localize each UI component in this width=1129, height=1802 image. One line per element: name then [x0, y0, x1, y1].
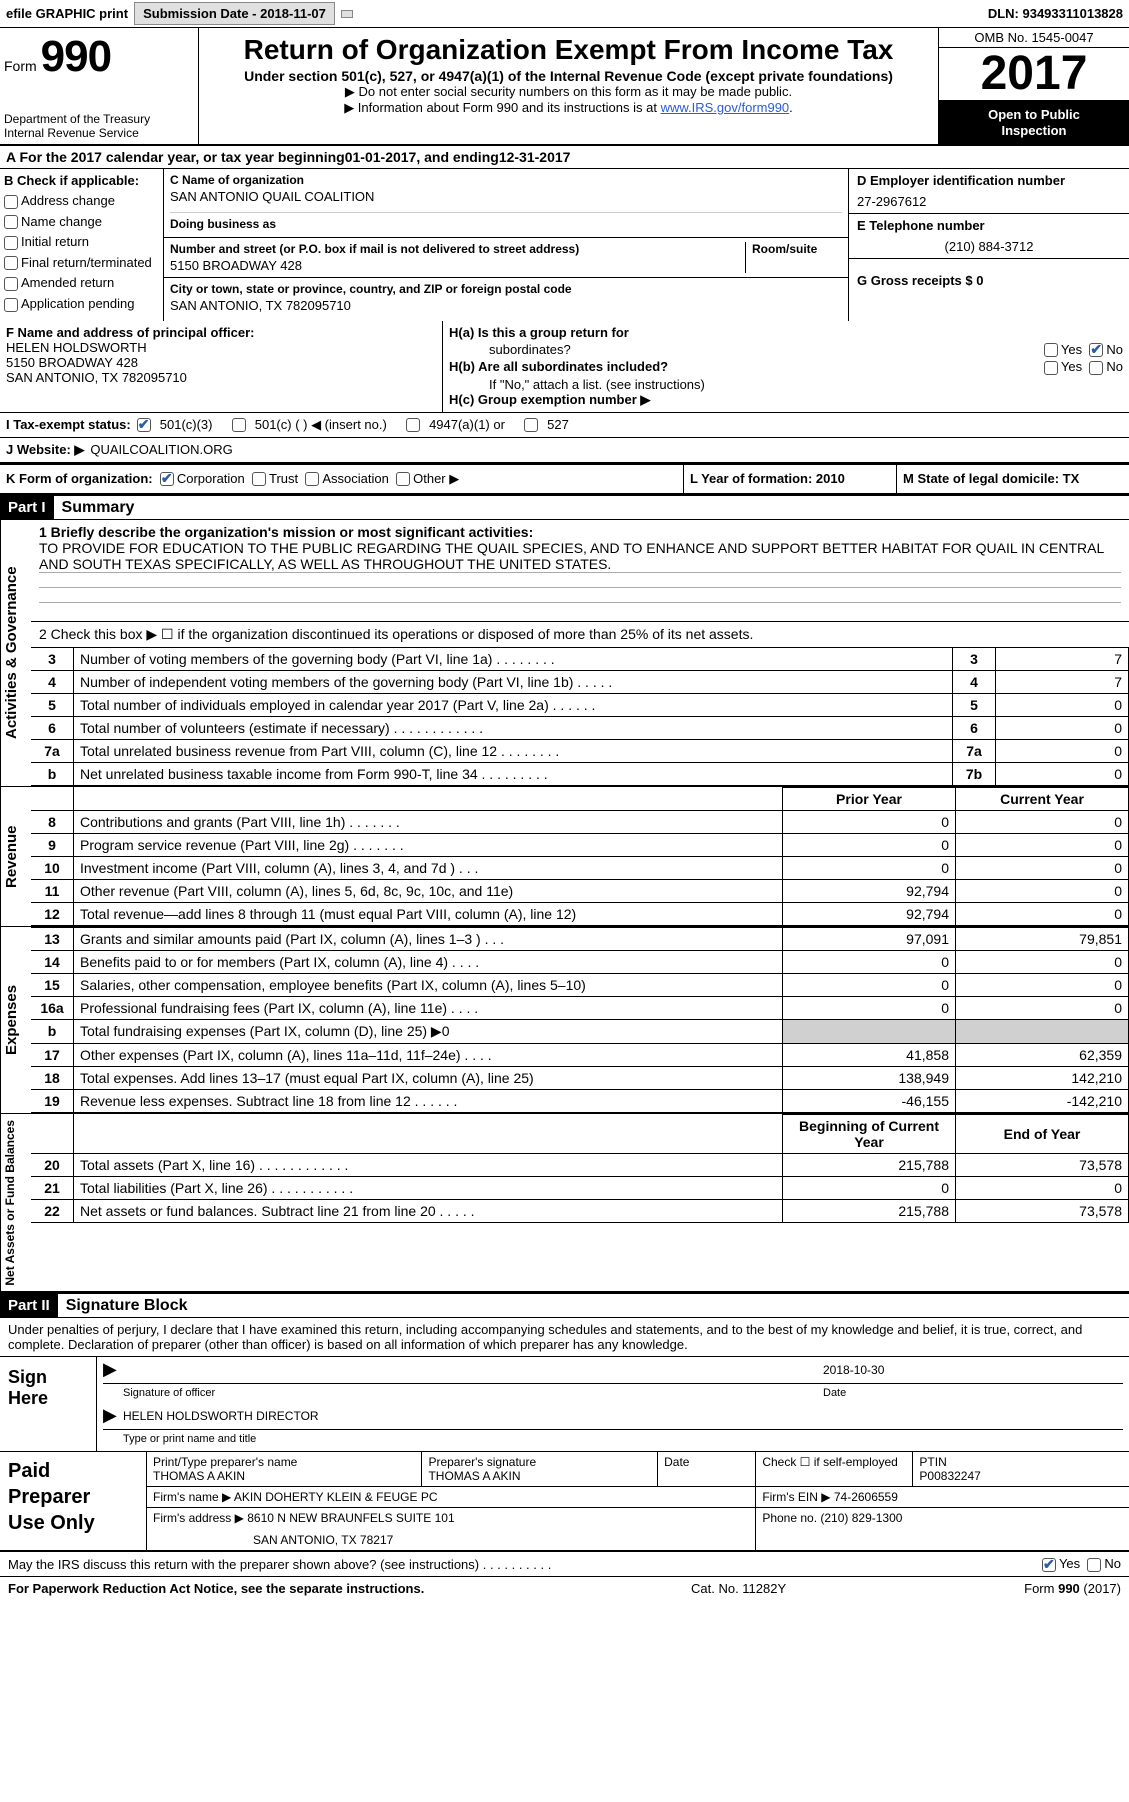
form-footer: Form 990 (2017): [941, 1581, 1121, 1596]
net-assets-table: Beginning of Current Year End of Year 20…: [31, 1114, 1129, 1223]
bcd-section: B Check if applicable: Address change Na…: [0, 169, 1129, 320]
sign-here-label: SignHere: [0, 1357, 97, 1451]
revenue-table: Prior Year Current Year 8Contributions a…: [31, 787, 1129, 926]
omb-number: OMB No. 1545-0047: [939, 28, 1129, 48]
row-j-website: J Website: ▶ QUAILCOALITION.ORG: [0, 438, 1129, 465]
tax-year: 2017: [939, 48, 1129, 101]
row-i-tax-status: I Tax-exempt status: 501(c)(3) 501(c) ( …: [0, 413, 1129, 438]
address-box: Number and street (or P.O. box if mail i…: [164, 238, 848, 278]
year-formation: L Year of formation: 2010: [684, 465, 897, 493]
dept-label: Department of the Treasury: [4, 112, 194, 126]
spacer-box: [341, 10, 353, 18]
header-center: Return of Organization Exempt From Incom…: [199, 28, 938, 144]
firm-name: AKIN DOHERTY KLEIN & FEUGE PC: [234, 1490, 438, 1504]
mission-text: TO PROVIDE FOR EDUCATION TO THE PUBLIC R…: [39, 540, 1121, 572]
officer-signature-line: ▶ 2018-10-30: [103, 1363, 1123, 1384]
row-a-tax-year: A For the 2017 calendar year, or tax yea…: [0, 146, 1129, 169]
section-net-assets: Net Assets or Fund Balances Beginning of…: [0, 1114, 1129, 1295]
officer-name-line: ▶ HELEN HOLDSWORTH DIRECTOR: [103, 1409, 1123, 1430]
chk-address-change: Address change: [4, 193, 159, 209]
chk-initial-return: Initial return: [4, 234, 159, 250]
phone-box: E Telephone number (210) 884-3712: [849, 214, 1129, 259]
discuss-yesno: Yes No: [1042, 1556, 1121, 1572]
cat-no: Cat. No. 11282Y: [691, 1581, 941, 1596]
submission-date-box: Submission Date - 2018-11-07: [134, 2, 335, 25]
ptin: P00832247: [919, 1469, 1123, 1483]
chk-final-return: Final return/terminated: [4, 255, 159, 271]
paid-preparer-section: PaidPreparerUse Only Print/Type preparer…: [0, 1452, 1129, 1552]
row-k-form-org: K Form of organization: Corporation Trus…: [0, 465, 1129, 496]
section-expenses: Expenses 13Grants and similar amounts pa…: [0, 927, 1129, 1114]
officer-addr1: 5150 BROADWAY 428: [6, 355, 138, 370]
firm-addr2: SAN ANTONIO, TX 78217: [153, 1525, 749, 1547]
open-to-public: Open to PublicInspection: [939, 101, 1129, 144]
note1: ▶ Do not enter social security numbers o…: [209, 84, 928, 100]
col-h-group: H(a) Is this a group return for subordin…: [443, 321, 1129, 412]
col-f-officer: F Name and address of principal officer:…: [0, 321, 443, 412]
form990-link[interactable]: www.IRS.gov/form990: [661, 100, 790, 115]
org-name-box: C Name of organization SAN ANTONIO QUAIL…: [164, 169, 848, 238]
mission-box: 1 Briefly describe the organization's mi…: [31, 520, 1129, 622]
ha-yesno: Yes No: [1044, 342, 1123, 358]
chk-name-change: Name change: [4, 214, 159, 230]
signature-date: 2018-10-30: [823, 1363, 1123, 1383]
part-ii-header: Part IISignature Block: [0, 1294, 1129, 1318]
officer-addr2: SAN ANTONIO, TX 782095710: [6, 370, 187, 385]
col-d: D Employer identification number 27-2967…: [848, 169, 1129, 320]
header-right: OMB No. 1545-0047 2017 Open to PublicIns…: [938, 28, 1129, 144]
org-name: SAN ANTONIO QUAIL COALITION: [170, 189, 842, 204]
gross-receipts-box: G Gross receipts $ 0: [849, 259, 1129, 320]
form-subtitle: Under section 501(c), 527, or 4947(a)(1)…: [209, 68, 928, 84]
chk-amended-return: Amended return: [4, 275, 159, 291]
paid-preparer-label: PaidPreparerUse Only: [0, 1452, 147, 1550]
section-revenue: Revenue Prior Year Current Year 8Contrib…: [0, 787, 1129, 927]
sign-here-section: SignHere ▶ 2018-10-30 Signature of offic…: [0, 1357, 1129, 1452]
form-number: 990: [41, 32, 111, 82]
street-address: 5150 BROADWAY 428: [170, 258, 745, 273]
hb-yesno: Yes No: [1044, 359, 1123, 375]
chk-application-pending: Application pending: [4, 296, 159, 312]
city-state-zip: SAN ANTONIO, TX 782095710: [170, 298, 842, 313]
irs-label: Internal Revenue Service: [4, 126, 194, 140]
state-domicile: M State of legal domicile: TX: [897, 465, 1129, 493]
line-2: 2 Check this box ▶ ☐ if the organization…: [31, 622, 1129, 647]
website: QUAILCOALITION.ORG: [90, 442, 232, 457]
side-governance: Activities & Governance: [0, 520, 31, 786]
signature-declaration: Under penalties of perjury, I declare th…: [0, 1318, 1129, 1357]
phone: (210) 884-3712: [857, 239, 1121, 254]
section-governance: Activities & Governance 1 Briefly descri…: [0, 520, 1129, 787]
header-left: Form 990 Department of the Treasury Inte…: [0, 28, 199, 144]
preparer-name: THOMAS A AKIN: [153, 1469, 415, 1483]
col-c-org-info: C Name of organization SAN ANTONIO QUAIL…: [164, 169, 848, 320]
efile-label: efile GRAPHIC print: [6, 6, 128, 21]
officer-name: HELEN HOLDSWORTH: [6, 340, 147, 355]
note2: ▶ Information about Form 990 and its ins…: [209, 100, 928, 116]
form-label: Form: [4, 58, 37, 74]
firm-phone: (210) 829-1300: [820, 1511, 902, 1525]
col-b-checkboxes: B Check if applicable: Address change Na…: [0, 169, 164, 320]
expenses-table: 13Grants and similar amounts paid (Part …: [31, 927, 1129, 1113]
side-revenue: Revenue: [0, 787, 31, 926]
part-i-header: Part ISummary: [0, 496, 1129, 520]
col-b-label: B Check if applicable:: [4, 173, 159, 188]
form-title: Return of Organization Exempt From Incom…: [209, 34, 928, 66]
ein: 27-2967612: [857, 194, 1121, 209]
footer-row: For Paperwork Reduction Act Notice, see …: [0, 1577, 1129, 1600]
ein-box: D Employer identification number 27-2967…: [849, 169, 1129, 214]
form-header: Form 990 Department of the Treasury Inte…: [0, 28, 1129, 146]
discuss-row: May the IRS discuss this return with the…: [0, 1552, 1129, 1577]
self-employed-check: Check ☐ if self-employed: [756, 1452, 913, 1487]
fh-section: F Name and address of principal officer:…: [0, 321, 1129, 413]
preparer-signature: THOMAS A AKIN: [428, 1469, 651, 1483]
paperwork-notice: For Paperwork Reduction Act Notice, see …: [8, 1581, 691, 1596]
firm-addr1: 8610 N NEW BRAUNFELS SUITE 101: [247, 1511, 454, 1525]
top-bar: efile GRAPHIC print Submission Date - 20…: [0, 0, 1129, 28]
dln-label: DLN: 93493311013828: [988, 6, 1123, 21]
city-box: City or town, state or province, country…: [164, 278, 848, 317]
firm-ein: 74-2606559: [834, 1490, 898, 1504]
side-expenses: Expenses: [0, 927, 31, 1113]
side-net: Net Assets or Fund Balances: [0, 1114, 31, 1292]
governance-table: 3Number of voting members of the governi…: [31, 647, 1129, 786]
